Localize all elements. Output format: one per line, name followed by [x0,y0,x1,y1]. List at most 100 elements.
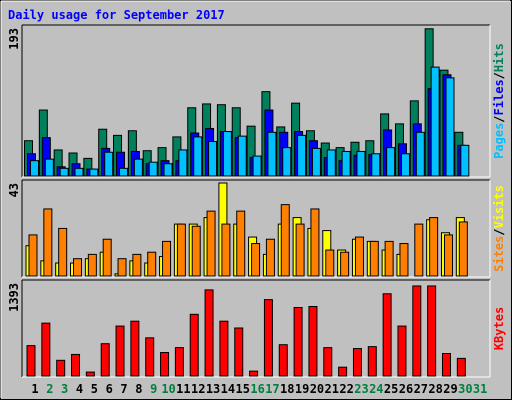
bar [191,225,201,277]
bar [338,366,348,377]
bar [399,243,409,277]
bar [115,325,125,377]
bar [249,370,259,377]
bar [87,253,97,277]
x-tick-label: 27 [414,382,428,396]
bar [117,258,127,277]
bar [367,346,377,377]
bar [176,223,186,277]
bar [85,371,95,377]
bar [234,327,244,377]
bar [174,347,184,377]
bar [119,167,129,177]
x-tick-label: 20 [310,382,324,396]
bar [189,313,199,377]
bar [412,285,422,377]
bar [429,217,439,277]
bar [323,347,333,377]
bar [147,251,157,277]
bar [41,322,51,377]
x-tick-label: 26 [399,382,413,396]
bar [221,223,231,277]
bar [206,210,216,277]
bar [443,234,453,277]
bar [263,299,273,377]
bar [236,210,246,277]
bar [280,204,290,277]
x-tick-label: 11 [176,382,190,396]
bar [308,306,318,377]
bar [325,249,335,277]
bar [326,149,336,177]
bar [415,131,425,177]
bar [219,320,229,377]
bar [340,251,350,277]
bar [222,131,232,177]
bar [400,153,410,177]
bar [369,240,379,277]
x-tick-label: 8 [135,382,142,396]
x-tick-label: 23 [354,382,368,396]
x-tick-label: 14 [221,382,235,396]
bar [282,147,292,177]
legend: Sites/Visits [492,185,506,272]
legend: KBytes [492,307,506,350]
bar [384,240,394,277]
plot-area [22,280,490,377]
legend-entry: Sites [492,236,506,272]
bar [74,167,84,177]
bar [132,253,142,277]
bar [163,163,173,177]
bar [456,357,466,377]
legend-entry: Visits [492,185,506,228]
bar [193,136,203,177]
bar [445,77,455,177]
y-tick-label: 193 [7,28,21,50]
bar [352,348,362,377]
bar [386,147,396,177]
x-tick-label: 24 [369,382,383,396]
x-tick-label: 30 [458,382,472,396]
bar [162,240,172,277]
x-tick-label: 3 [61,382,68,396]
x-tick-label: 4 [76,382,83,396]
y-tick-label: 1393 [7,283,21,312]
bar [130,320,140,377]
x-tick-label: 22 [339,382,353,396]
bar [59,167,69,177]
legend: Pages/Files/Hits [492,43,506,159]
bar [441,353,451,377]
bar [293,307,303,377]
bar [371,153,381,177]
x-tick-label: 29 [443,382,457,396]
bar [397,325,407,377]
x-tick-label: 1 [31,382,38,396]
x-tick-label: 7 [120,382,127,396]
x-tick-label: 15 [236,382,250,396]
bar [89,168,99,177]
legend-separator: / [492,72,506,79]
x-tick-label: 21 [325,382,339,396]
bar [56,359,66,377]
bar [430,66,440,177]
x-tick-label: 16 [250,382,264,396]
bar [58,227,68,277]
bar [427,285,437,377]
y-tick-label: 43 [7,183,21,197]
bar [414,223,424,277]
bar [458,221,468,277]
bar [44,158,54,177]
x-tick-label: 6 [106,382,113,396]
bar [102,238,112,277]
legend-entry: Hits [492,43,506,72]
x-tick-label: 18 [280,382,294,396]
bar [382,293,392,377]
x-tick-label: 25 [384,382,398,396]
bar [208,140,218,177]
legend-entry: Files [492,79,506,115]
bar [297,134,307,177]
x-tick-label: 9 [150,382,157,396]
x-tick-label: 5 [91,382,98,396]
bar [265,238,275,277]
x-tick-label: 10 [161,382,175,396]
